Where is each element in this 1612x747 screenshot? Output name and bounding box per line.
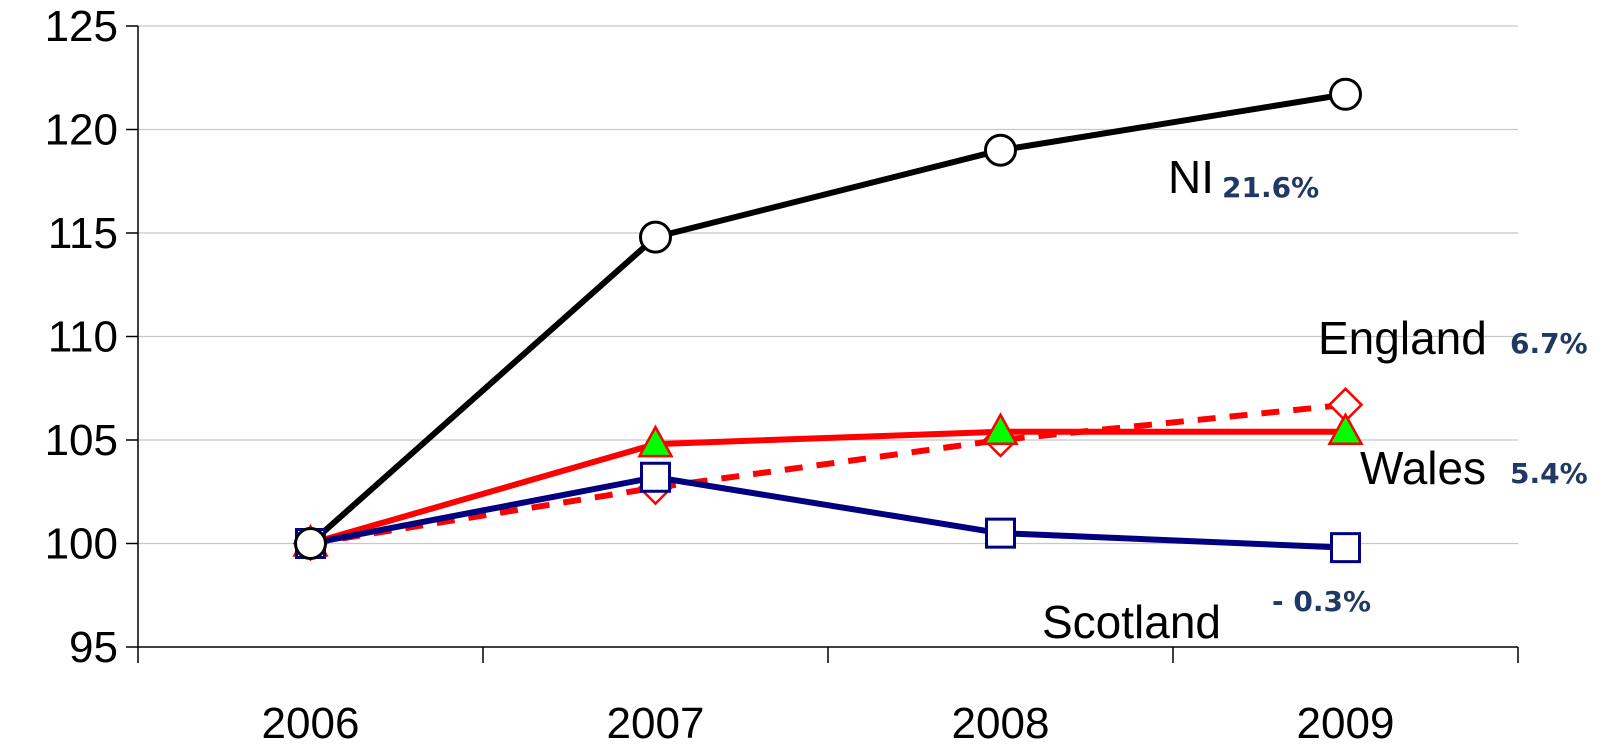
series-line-scotland: [309, 474, 1346, 551]
series-label-scotland: Scotland: [1042, 596, 1221, 648]
series-lines: [308, 91, 1346, 551]
series-line-ni: [308, 91, 1346, 546]
y-tick-label: 105: [45, 416, 118, 465]
x-tick-label: 2008: [952, 699, 1050, 747]
change-label-scotland: - 0.3%: [1272, 585, 1371, 618]
series-label-wales: Wales: [1360, 442, 1486, 494]
y-tick-label: 95: [69, 623, 118, 672]
marker-wales-2009: [1327, 412, 1364, 445]
change-label-wales: 5.4%: [1510, 457, 1588, 490]
marker-ni-2008: [984, 133, 1017, 167]
marker-ni-2006: [294, 527, 327, 560]
series-label-ni: NI: [1168, 151, 1214, 203]
series-line-england: [310, 401, 1346, 547]
marker-ni-2009: [1329, 77, 1362, 111]
y-tick-label: 120: [45, 106, 118, 155]
change-label-england: 6.7%: [1510, 327, 1588, 360]
marker-wales-2007: [637, 424, 674, 458]
y-tick-label: 115: [48, 209, 118, 258]
marker-wales-2008: [982, 412, 1019, 445]
x-tick-labels: 2006 2007 2008 2009: [262, 699, 1395, 747]
x-tick-label: 2009: [1297, 699, 1395, 747]
marker-scotland-2008: [985, 517, 1016, 549]
y-tick-label: 110: [48, 313, 118, 362]
y-tick-label: 125: [45, 2, 118, 51]
change-label-ni: 21.6%: [1222, 171, 1319, 204]
marker-scotland-2007: [640, 461, 671, 493]
series-label-england: England: [1318, 312, 1487, 364]
y-tick-label: 100: [45, 520, 118, 569]
axes: [126, 25, 1519, 663]
series-markers: [292, 77, 1364, 564]
x-tick-label: 2006: [262, 699, 360, 747]
marker-ni-2007: [639, 220, 672, 254]
marker-scotland-2009: [1330, 532, 1361, 564]
y-tick-labels: 95 100 105 110 115 120 125: [45, 2, 118, 672]
series-line-wales: [309, 428, 1346, 547]
x-tick-label: 2007: [607, 699, 705, 747]
